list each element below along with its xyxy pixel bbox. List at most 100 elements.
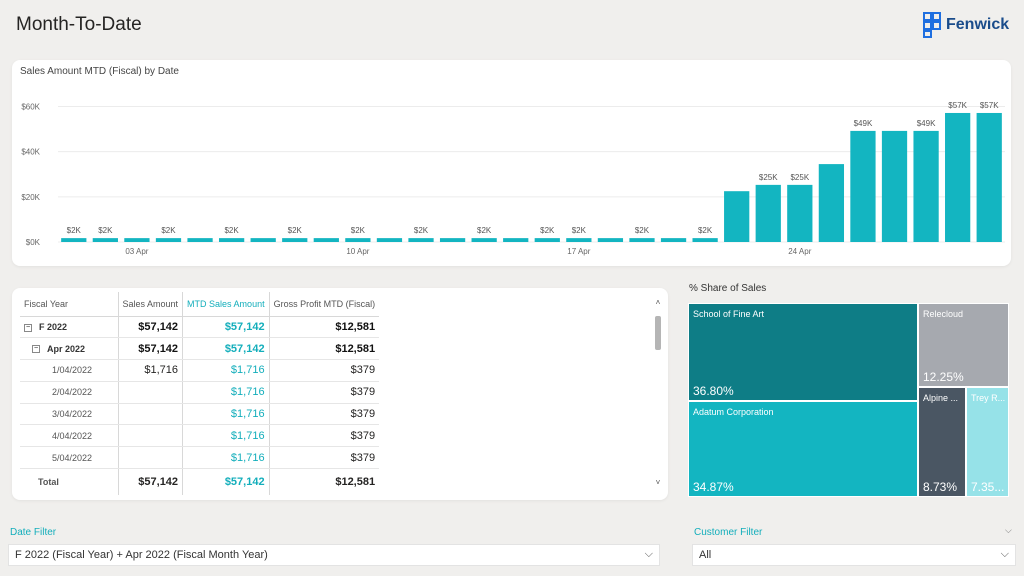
- date-filter-dropdown[interactable]: F 2022 (Fiscal Year) + Apr 2022 (Fiscal …: [8, 544, 660, 566]
- treemap-tile[interactable]: Alpine ... 8.73%: [918, 387, 966, 497]
- collapse-icon[interactable]: −: [24, 323, 32, 332]
- chart-bar[interactable]: [787, 184, 813, 242]
- treemap-tile-name: School of Fine Art: [693, 309, 765, 319]
- chart-bar[interactable]: [692, 238, 718, 242]
- sales-mtd-bar-chart[interactable]: $0K $20K $40K $60K $2K $2K $2K $2K $2K $2K $2K $2K $…: [12, 60, 1011, 266]
- scroll-thumb[interactable]: [655, 316, 661, 350]
- chart-bar[interactable]: [503, 238, 529, 242]
- chart-bar[interactable]: [818, 164, 845, 242]
- total-gross-profit: $12,581: [269, 468, 380, 495]
- cell-mtd-sales-amount: $1,716: [182, 424, 270, 448]
- chart-bar[interactable]: [724, 191, 750, 242]
- header-fiscal-year[interactable]: Fiscal Year: [20, 292, 119, 317]
- cell-mtd-sales-amount: $1,716: [182, 359, 270, 382]
- chart-bar[interactable]: [61, 238, 87, 242]
- share-of-sales-treemap[interactable]: School of Fine Art 36.80% Adatum Corporati…: [688, 303, 1009, 497]
- chart-bar[interactable]: [376, 238, 403, 242]
- row-label-text: 2/04/2022: [52, 387, 93, 398]
- treemap-title: % Share of Sales: [689, 283, 767, 294]
- matrix-header-row: Fiscal Year Sales Amount MTD Sales Amoun…: [20, 292, 380, 317]
- cell-gross-profit: $379: [269, 424, 380, 448]
- filter-collapse-chevron-icon[interactable]: ⌵: [1005, 525, 1012, 535]
- chart-bar[interactable]: [218, 238, 245, 242]
- x-tick-label: 17 Apr: [567, 247, 590, 256]
- chart-bar[interactable]: [913, 130, 939, 242]
- total-mtd-sales-amount: $57,142: [182, 468, 270, 495]
- date-filter-label: Date Filter: [10, 527, 57, 538]
- data-label: $25K: [759, 173, 778, 182]
- chart-bar[interactable]: [408, 238, 434, 242]
- row-label: 5/04/2022: [20, 446, 119, 470]
- header-sales-amount[interactable]: Sales Amount: [118, 292, 184, 317]
- chart-bar[interactable]: [881, 130, 908, 242]
- chart-bar[interactable]: [945, 112, 971, 242]
- sales-mtd-chart-card[interactable]: Sales Amount MTD (Fiscal) by Date $0K $20…: [12, 60, 1011, 266]
- treemap-tile[interactable]: Adatum Corporation 34.87%: [688, 401, 918, 497]
- cell-mtd-sales-amount: $57,142: [182, 337, 270, 361]
- table-scrollbar[interactable]: ˄ ˅: [654, 298, 662, 488]
- row-label: − Apr 2022: [20, 337, 119, 361]
- chevron-down-icon[interactable]: ⌵: [1000, 548, 1009, 560]
- table-row[interactable]: 2/04/2022 $1,716 $379: [20, 381, 380, 404]
- chart-bar[interactable]: [597, 238, 624, 242]
- treemap-tile-name: Adatum Corporation: [693, 407, 774, 417]
- chart-bar[interactable]: [313, 238, 339, 242]
- treemap-tile[interactable]: Relecloud 12.25%: [918, 303, 1009, 387]
- chart-bar[interactable]: [155, 238, 182, 242]
- data-label: $2K: [635, 226, 650, 235]
- row-label-text: 5/04/2022: [52, 452, 93, 463]
- chart-bar[interactable]: [250, 238, 276, 242]
- chart-bar[interactable]: [345, 238, 371, 242]
- chart-bar[interactable]: [92, 238, 118, 242]
- treemap-tile[interactable]: School of Fine Art 36.80%: [688, 303, 918, 401]
- treemap-tile[interactable]: Trey R... 7.35...: [966, 387, 1009, 497]
- row-label-text: 3/04/2022: [52, 409, 93, 420]
- header-mtd-sales-amount[interactable]: MTD Sales Amount: [182, 292, 270, 317]
- chevron-down-icon[interactable]: ⌵: [644, 548, 653, 560]
- chart-bar[interactable]: [124, 238, 150, 242]
- chart-bar[interactable]: [755, 184, 781, 242]
- chart-bar[interactable]: [439, 238, 466, 242]
- data-label: $2K: [67, 226, 82, 235]
- treemap-tile-value: 34.87%: [693, 480, 734, 494]
- chart-bar[interactable]: [282, 238, 308, 242]
- customer-filter-dropdown[interactable]: All ⌵: [692, 544, 1016, 566]
- data-label: $2K: [351, 226, 366, 235]
- data-label: $2K: [698, 226, 713, 235]
- table-row[interactable]: − Apr 2022 $57,142 $57,142 $12,581: [20, 337, 380, 361]
- collapse-icon[interactable]: −: [32, 345, 40, 354]
- table-row[interactable]: 5/04/2022 $1,716 $379: [20, 446, 380, 470]
- chart-bar[interactable]: [629, 238, 655, 242]
- chart-bar[interactable]: [660, 238, 687, 242]
- row-label-text: F 2022: [39, 321, 68, 332]
- sales-matrix-table: Fiscal Year Sales Amount MTD Sales Amoun…: [20, 292, 380, 495]
- data-label: $2K: [288, 226, 303, 235]
- row-label-text: 4/04/2022: [52, 430, 93, 441]
- chart-bar[interactable]: [471, 238, 497, 242]
- table-row[interactable]: 1/04/2022 $1,716 $1,716 $379: [20, 359, 380, 382]
- chart-bar[interactable]: [976, 112, 1002, 242]
- chart-bar[interactable]: [534, 238, 560, 242]
- cell-gross-profit: $379: [269, 403, 380, 426]
- header-gross-profit-mtd[interactable]: Gross Profit MTD (Fiscal): [269, 292, 380, 317]
- chart-bar[interactable]: [566, 238, 592, 242]
- cell-gross-profit: $12,581: [269, 337, 380, 361]
- chart-bar[interactable]: [187, 238, 213, 242]
- cell-mtd-sales-amount: $57,142: [182, 316, 270, 339]
- customer-filter-value: All: [699, 549, 712, 561]
- chart-bar[interactable]: [850, 130, 876, 242]
- sales-matrix-card[interactable]: Fiscal Year Sales Amount MTD Sales Amoun…: [12, 288, 668, 500]
- scroll-down-icon[interactable]: ˅: [655, 478, 661, 487]
- treemap-tile-value: 36.80%: [693, 384, 734, 398]
- treemap-tile-value: 12.25%: [923, 370, 964, 384]
- table-row[interactable]: 3/04/2022 $1,716 $379: [20, 403, 380, 426]
- table-row[interactable]: 4/04/2022 $1,716 $379: [20, 424, 380, 448]
- row-label-text: Apr 2022: [47, 343, 86, 354]
- cell-gross-profit: $12,581: [269, 316, 380, 339]
- cell-gross-profit: $379: [269, 359, 380, 382]
- scroll-up-icon[interactable]: ˄: [655, 298, 661, 307]
- table-row[interactable]: − F 2022 $57,142 $57,142 $12,581: [20, 316, 380, 339]
- y-tick-label: $0K: [26, 238, 41, 247]
- customer-filter-label: Customer Filter: [694, 527, 763, 538]
- cell-sales-amount: $1,716: [118, 359, 184, 382]
